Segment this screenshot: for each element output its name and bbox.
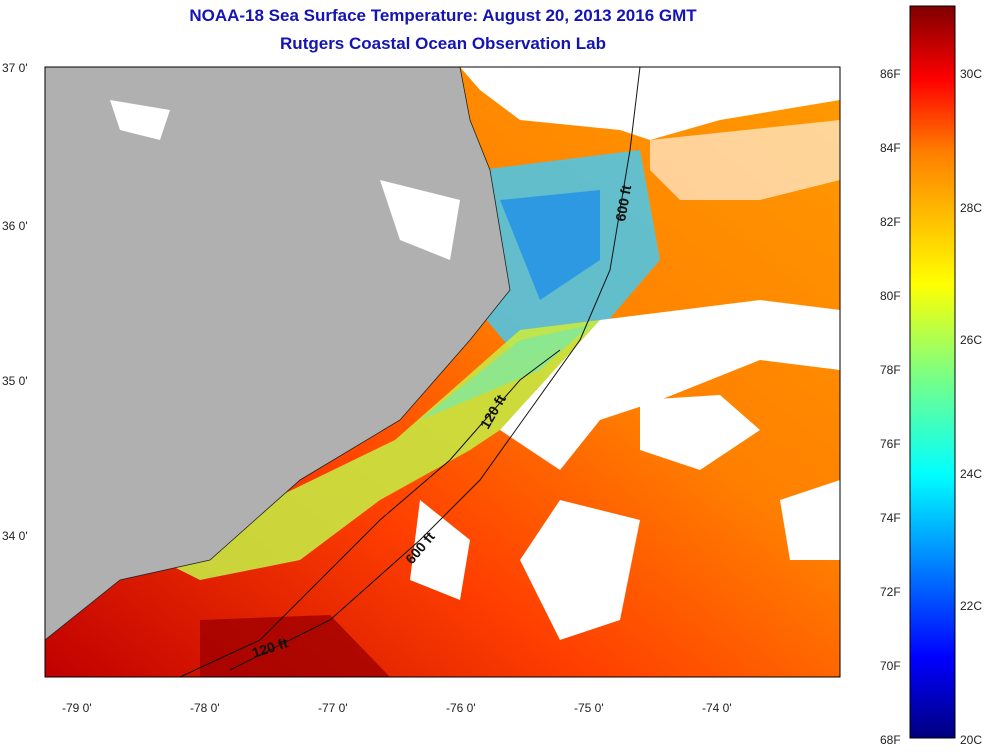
cloud-east xyxy=(640,395,760,470)
lat-label: 37 0' xyxy=(2,61,28,75)
cloud-north xyxy=(460,67,840,140)
cloud-south xyxy=(410,500,470,600)
contour-120ft xyxy=(179,349,561,677)
colorbar-label-c: 30C xyxy=(960,67,982,81)
contour-label-600ft-north: 600 ft xyxy=(612,183,634,222)
colorbar-label-c: 22C xyxy=(960,599,982,613)
map-area xyxy=(45,67,840,677)
lat-label: 34 0' xyxy=(2,529,28,543)
map-frame xyxy=(44,66,841,678)
shelf-green-patch xyxy=(420,325,590,420)
inland-lake xyxy=(110,100,170,140)
contour-600ft xyxy=(229,67,641,671)
colorbar-label-f: 68F xyxy=(880,733,901,747)
map-title: NOAA-18 Sea Surface Temperature: August … xyxy=(189,6,697,25)
colorbar-label-f: 78F xyxy=(880,363,901,377)
colorbar-label-f: 80F xyxy=(880,289,901,303)
colorbar-label-f: 72F xyxy=(880,585,901,599)
lon-label: -78 0' xyxy=(190,701,220,715)
lat-label: 36 0' xyxy=(2,219,28,233)
lon-label: -74 0' xyxy=(702,701,732,715)
colorbar xyxy=(909,5,956,739)
cloud-southeast xyxy=(780,480,840,560)
colorbar-label-f: 76F xyxy=(880,437,901,451)
cold-water-patch xyxy=(500,190,600,300)
colorbar-label-c: 20C xyxy=(960,733,982,747)
colorbar-label-f: 84F xyxy=(880,141,901,155)
cloud-northeast xyxy=(650,120,840,200)
lon-label: -77 0' xyxy=(318,701,348,715)
cloud-south-central xyxy=(520,500,640,640)
colorbar-label-f: 86F xyxy=(880,67,901,81)
colorbar-label-f: 82F xyxy=(880,215,901,229)
lat-label: 35 0' xyxy=(2,374,28,388)
lon-label: -75 0' xyxy=(574,701,604,715)
lon-label: -76 0' xyxy=(446,701,476,715)
pamlico-sound xyxy=(380,180,460,260)
colorbar-label-f: 74F xyxy=(880,511,901,525)
colorbar-label-f: 70F xyxy=(880,659,901,673)
colorbar-label-c: 28C xyxy=(960,201,982,215)
cloud-central xyxy=(500,300,840,470)
colorbar-label-c: 26C xyxy=(960,333,982,347)
lon-label: -79 0' xyxy=(62,701,92,715)
map-subtitle: Rutgers Coastal Ocean Observation Lab xyxy=(280,34,606,53)
colorbar-label-c: 24C xyxy=(960,467,982,481)
